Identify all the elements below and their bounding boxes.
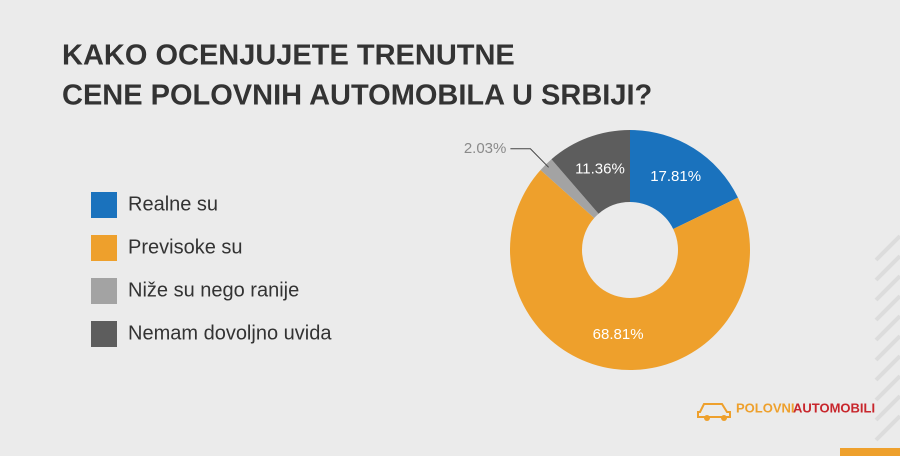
legend-swatch bbox=[91, 192, 117, 218]
logo-icon bbox=[721, 415, 727, 421]
legend-label: Previsoke su bbox=[128, 236, 243, 258]
legend-label: Nemam dovoljno uvida bbox=[128, 322, 332, 344]
logo-icon bbox=[697, 403, 731, 418]
pie-slice bbox=[510, 170, 751, 370]
data-label: 68.81% bbox=[593, 326, 644, 343]
chart-title: KAKO OCENJUJETE TRENUTNE bbox=[62, 40, 515, 72]
legend-label: Niže su nego ranije bbox=[128, 279, 299, 301]
legend-swatch bbox=[91, 278, 117, 304]
legend-swatch bbox=[91, 321, 117, 347]
leader-line bbox=[510, 148, 549, 168]
chart-title: CENE POLOVNIH AUTOMOBILA U SRBIJI? bbox=[62, 80, 652, 112]
legend-swatch bbox=[91, 235, 117, 261]
logo-text: AUTOMOBILI bbox=[793, 400, 875, 415]
logo-icon bbox=[704, 415, 710, 421]
pie-slice bbox=[630, 130, 738, 230]
corner-bar bbox=[840, 448, 900, 456]
data-label: 17.81% bbox=[650, 168, 701, 185]
logo: POLOVNI AUTOMOBILI bbox=[697, 400, 875, 421]
side-stripes bbox=[874, 234, 900, 442]
pie-slice bbox=[551, 130, 630, 214]
pie-slice bbox=[540, 159, 599, 219]
logo-text: POLOVNI bbox=[736, 400, 795, 415]
data-label: 2.03% bbox=[464, 140, 507, 157]
legend-label: Realne su bbox=[128, 193, 218, 215]
data-label: 11.36% bbox=[575, 160, 625, 177]
